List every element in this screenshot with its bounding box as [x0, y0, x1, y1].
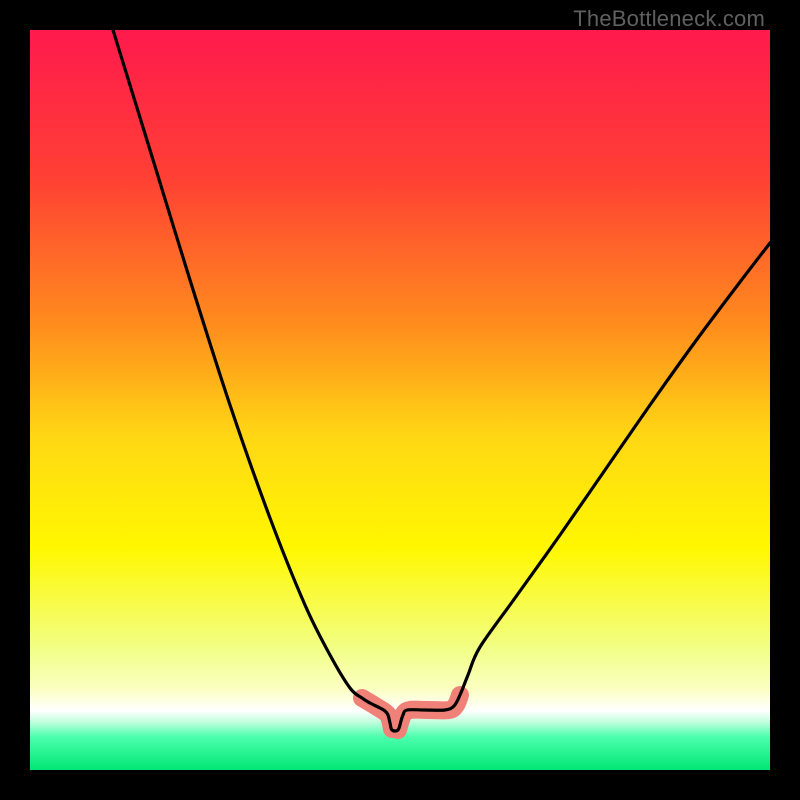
- chart-frame: TheBottleneck.com: [0, 0, 800, 800]
- heatmap-background: [30, 30, 770, 770]
- plot-area: [30, 30, 770, 770]
- plot-svg: [30, 30, 770, 770]
- watermark-text: TheBottleneck.com: [573, 6, 765, 32]
